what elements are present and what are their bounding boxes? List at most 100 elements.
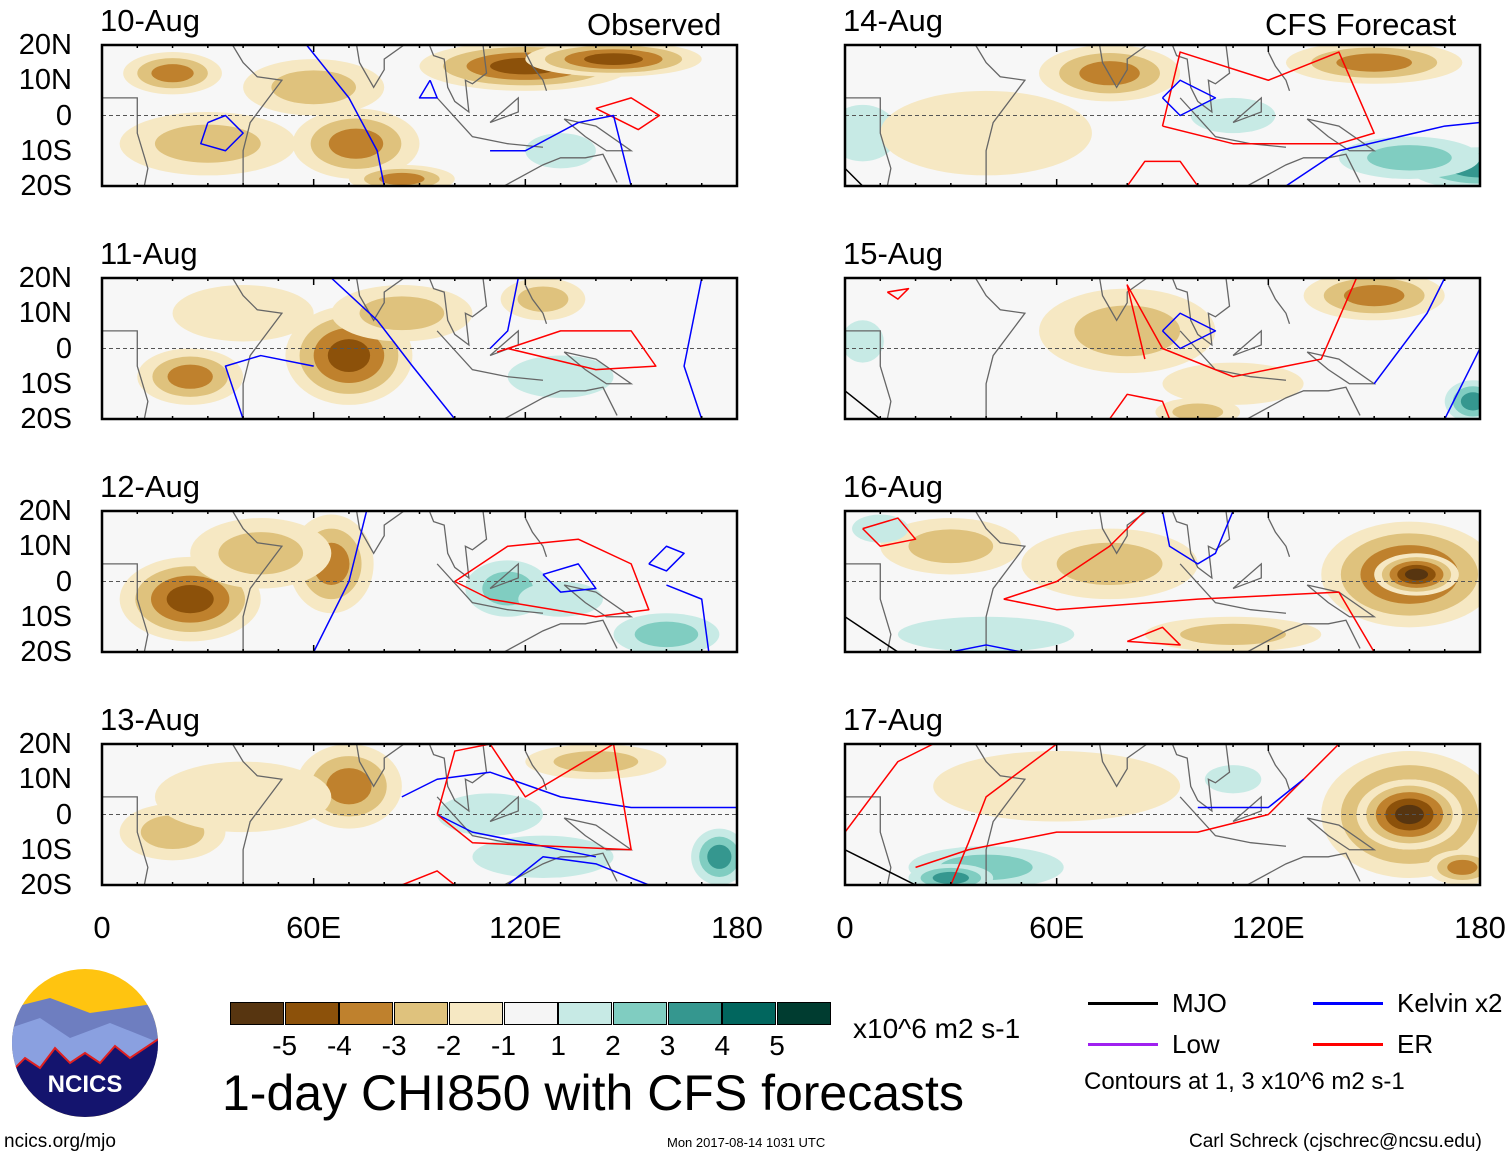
anomaly-shading <box>154 761 332 833</box>
figure-title: 1-day CHI850 with CFS forecasts <box>222 1065 964 1121</box>
map-panel-14-Aug <box>843 43 1482 188</box>
legend-label: Low <box>1172 1029 1220 1059</box>
mjo-contour <box>845 616 899 652</box>
anomaly-shading <box>172 285 314 342</box>
lat-tick-label: 20S <box>20 636 72 668</box>
colorbar-label: -5 <box>272 1030 298 1061</box>
lon-tick-label: 0 <box>836 910 854 945</box>
coastline <box>1046 45 1231 114</box>
colorbar-label: 5 <box>769 1030 785 1061</box>
lat-tick-label: 20N <box>18 29 72 61</box>
map-panel-15-Aug <box>843 276 1482 421</box>
map-panel-12-Aug <box>100 509 739 654</box>
coastline <box>102 330 149 419</box>
colorbar-swatch <box>339 1002 394 1025</box>
kelvin-contour <box>490 114 632 186</box>
lat-tick-label: 10N <box>18 530 72 563</box>
kelvin-contour <box>1161 79 1217 117</box>
coastline <box>974 278 1027 419</box>
lon-tick-label: 180 <box>1454 910 1506 945</box>
er-contour <box>845 744 934 833</box>
anomaly-shading <box>1079 61 1140 86</box>
kelvin-contour <box>330 278 456 419</box>
coastline <box>1179 796 1287 847</box>
lon-tick-label: 180 <box>711 910 763 945</box>
legend-line <box>1088 1043 1158 1046</box>
legend-line <box>1313 1002 1383 1005</box>
er-contour <box>1161 51 1375 145</box>
coastline <box>102 97 149 186</box>
colorbar-label: -3 <box>381 1030 407 1061</box>
lat-tick-label: 0 <box>55 99 72 132</box>
anomaly-shading <box>167 364 213 389</box>
coastline <box>524 517 548 558</box>
author: Carl Schreck (cjschrec@ncsu.edu) <box>1189 1131 1482 1152</box>
coastline <box>563 118 634 152</box>
coastline <box>102 563 149 652</box>
map-panel-13-Aug <box>100 742 739 887</box>
coastline <box>1306 817 1377 851</box>
anomaly-shading <box>271 70 356 105</box>
colorbar-swatch <box>667 1002 722 1025</box>
svg-text:NCICS: NCICS <box>48 1071 123 1098</box>
anomaly-shading <box>584 53 643 65</box>
anomaly-shading <box>326 768 372 805</box>
lat-tick-label: 20S <box>20 170 72 202</box>
coastline <box>436 563 544 614</box>
colorbar-label: 2 <box>605 1030 621 1061</box>
kelvin-contour <box>401 771 737 809</box>
kelvin-contour <box>306 45 385 186</box>
legend-label: MJO <box>1172 988 1227 1018</box>
coastline <box>231 278 284 419</box>
er-contour <box>950 744 1058 885</box>
source-url[interactable]: ncics.org/mjo <box>4 1131 116 1152</box>
anomaly-shading <box>908 529 994 564</box>
coastline <box>303 45 488 114</box>
coastline <box>1246 619 1361 652</box>
anomaly-shading <box>154 124 261 163</box>
coastline <box>1232 562 1262 590</box>
lat-tick-label: 20N <box>18 262 72 294</box>
coastline <box>1267 517 1291 558</box>
er-contour <box>1003 591 1375 652</box>
colorbar-label: -1 <box>491 1030 516 1061</box>
coastline <box>489 795 519 823</box>
anomaly-shading <box>327 339 371 372</box>
map-panel-16-Aug <box>843 509 1482 654</box>
lat-tick-label: 10S <box>20 600 72 633</box>
er-contour <box>496 330 657 371</box>
colorbar-swatch <box>777 1002 831 1025</box>
mjo-contour <box>845 849 916 885</box>
lat-tick-label: 20S <box>20 403 72 435</box>
map-panel-10-Aug <box>100 43 739 188</box>
er-contour <box>1003 511 1146 600</box>
anomaly-shading <box>218 532 304 575</box>
coastline <box>1267 750 1291 791</box>
lat-tick-label: 10N <box>18 763 72 796</box>
colorbar-label: -2 <box>436 1030 462 1061</box>
coastline <box>1179 563 1287 614</box>
er-contour <box>862 517 917 547</box>
coastline <box>845 330 892 419</box>
coastline <box>1306 584 1377 618</box>
anomaly-shading <box>507 355 614 398</box>
coastline <box>231 744 284 885</box>
anomaly-shading <box>525 133 596 169</box>
map-panel-17-Aug <box>843 742 1482 887</box>
er-contour <box>595 97 661 131</box>
coastline <box>1232 96 1262 124</box>
colorbar-swatch <box>284 1002 339 1025</box>
kelvin-contour <box>436 813 597 858</box>
colorbar-units: x10^6 m2 s-1 <box>853 1013 1021 1044</box>
kelvin-contour <box>1161 312 1217 350</box>
coastline <box>1267 51 1291 92</box>
panel-date: 17-Aug <box>843 702 943 737</box>
lon-tick-label: 0 <box>93 910 111 945</box>
lon-tick-label: 120E <box>1232 910 1305 945</box>
coastline <box>1232 795 1262 823</box>
anomaly-shading <box>166 585 214 614</box>
er-contour <box>1126 626 1181 646</box>
coastline <box>1246 386 1361 419</box>
anomaly-shading <box>880 90 1092 176</box>
